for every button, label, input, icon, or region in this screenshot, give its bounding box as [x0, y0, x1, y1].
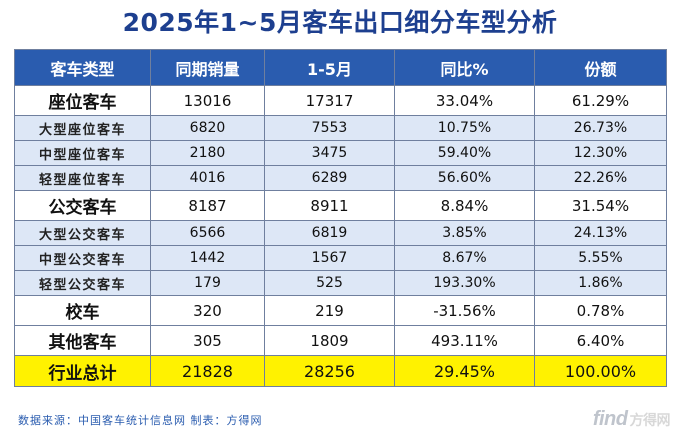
cell-vehicle-type: 其他客车: [14, 325, 151, 356]
cell-yoy: 3.85%: [394, 220, 535, 246]
cell-jan-may: 6819: [264, 220, 395, 246]
logo-accent: 方得网: [629, 412, 671, 428]
cell-jan-may: 17317: [264, 85, 395, 116]
cell-share: 31.54%: [534, 190, 667, 221]
brand-logo: find 方得网: [592, 408, 671, 431]
header-prior-sales: 同期销量: [150, 49, 265, 86]
cell-vehicle-type: 大型公交客车: [14, 220, 151, 246]
cell-jan-may: 6289: [264, 165, 395, 191]
cell-prior-sales: 21828: [150, 355, 265, 387]
cell-prior-sales: 305: [150, 325, 265, 356]
cell-prior-sales: 4016: [150, 165, 265, 191]
cell-share: 1.86%: [534, 270, 667, 296]
cell-share: 24.13%: [534, 220, 667, 246]
cell-yoy: 59.40%: [394, 140, 535, 166]
table-body: 座位客车 13016 17317 33.04% 61.29% 大型座位客车 6820 7553…: [14, 85, 667, 387]
header-yoy: 同比%: [394, 49, 535, 86]
cell-yoy: 8.67%: [394, 245, 535, 271]
cell-prior-sales: 13016: [150, 85, 265, 116]
table-row: 校车 320 219 -31.56% 0.78%: [14, 295, 667, 326]
table-row: 中型公交客车 1442 1567 8.67% 5.55%: [14, 245, 667, 271]
cell-share: 61.29%: [534, 85, 667, 116]
cell-jan-may: 8911: [264, 190, 395, 221]
cell-prior-sales: 6566: [150, 220, 265, 246]
cell-share: 0.78%: [534, 295, 667, 326]
cell-jan-may: 28256: [264, 355, 395, 387]
cell-prior-sales: 320: [150, 295, 265, 326]
cell-vehicle-type: 公交客车: [14, 190, 151, 221]
cell-yoy: 493.11%: [394, 325, 535, 356]
table-header-row: 客车类型 同期销量 1-5月 同比% 份额: [14, 49, 667, 86]
table-row: 大型公交客车 6566 6819 3.85% 24.13%: [14, 220, 667, 246]
table-row: 其他客车 305 1809 493.11% 6.40%: [14, 325, 667, 356]
table-row: 座位客车 13016 17317 33.04% 61.29%: [14, 85, 667, 116]
table-row: 公交客车 8187 8911 8.84% 31.54%: [14, 190, 667, 221]
cell-prior-sales: 6820: [150, 115, 265, 141]
cell-prior-sales: 2180: [150, 140, 265, 166]
page-title: 2025年1~5月客车出口细分车型分析: [122, 8, 558, 37]
source-note: 数据来源：中国客车统计信息网 制表：方得网: [18, 414, 263, 427]
cell-jan-may: 3475: [264, 140, 395, 166]
cell-prior-sales: 1442: [150, 245, 265, 271]
cell-share: 5.55%: [534, 245, 667, 271]
cell-jan-may: 525: [264, 270, 395, 296]
logo-text: find: [592, 408, 628, 430]
table-row: 轻型公交客车 179 525 193.30% 1.86%: [14, 270, 667, 296]
table-row: 大型座位客车 6820 7553 10.75% 26.73%: [14, 115, 667, 141]
table-row: 中型座位客车 2180 3475 59.40% 12.30%: [14, 140, 667, 166]
cell-yoy: 10.75%: [394, 115, 535, 141]
table-row: 轻型座位客车 4016 6289 56.60% 22.26%: [14, 165, 667, 191]
header-vehicle-type: 客车类型: [14, 49, 151, 86]
cell-jan-may: 219: [264, 295, 395, 326]
cell-vehicle-type: 轻型公交客车: [14, 270, 151, 296]
cell-vehicle-type: 校车: [14, 295, 151, 326]
cell-share: 26.73%: [534, 115, 667, 141]
cell-prior-sales: 179: [150, 270, 265, 296]
cell-vehicle-type: 中型公交客车: [14, 245, 151, 271]
cell-yoy: -31.56%: [394, 295, 535, 326]
cell-jan-may: 1809: [264, 325, 395, 356]
cell-jan-may: 7553: [264, 115, 395, 141]
cell-vehicle-type: 大型座位客车: [14, 115, 151, 141]
sales-table: 客车类型 同期销量 1-5月 同比% 份额 座位客车 13016 17317 33.0…: [14, 49, 667, 387]
header-share: 份额: [534, 49, 667, 86]
cell-share: 100.00%: [534, 355, 667, 387]
header-jan-may: 1-5月: [264, 49, 395, 86]
cell-jan-may: 1567: [264, 245, 395, 271]
cell-vehicle-type: 轻型座位客车: [14, 165, 151, 191]
cell-yoy: 193.30%: [394, 270, 535, 296]
cell-vehicle-type: 座位客车: [14, 85, 151, 116]
cell-share: 22.26%: [534, 165, 667, 191]
cell-yoy: 56.60%: [394, 165, 535, 191]
total-row: 行业总计 21828 28256 29.45% 100.00%: [14, 355, 667, 387]
cell-yoy: 33.04%: [394, 85, 535, 116]
cell-vehicle-type: 中型座位客车: [14, 140, 151, 166]
cell-share: 6.40%: [534, 325, 667, 356]
cell-share: 12.30%: [534, 140, 667, 166]
cell-vehicle-type: 行业总计: [14, 355, 151, 387]
cell-yoy: 29.45%: [394, 355, 535, 387]
cell-prior-sales: 8187: [150, 190, 265, 221]
cell-yoy: 8.84%: [394, 190, 535, 221]
